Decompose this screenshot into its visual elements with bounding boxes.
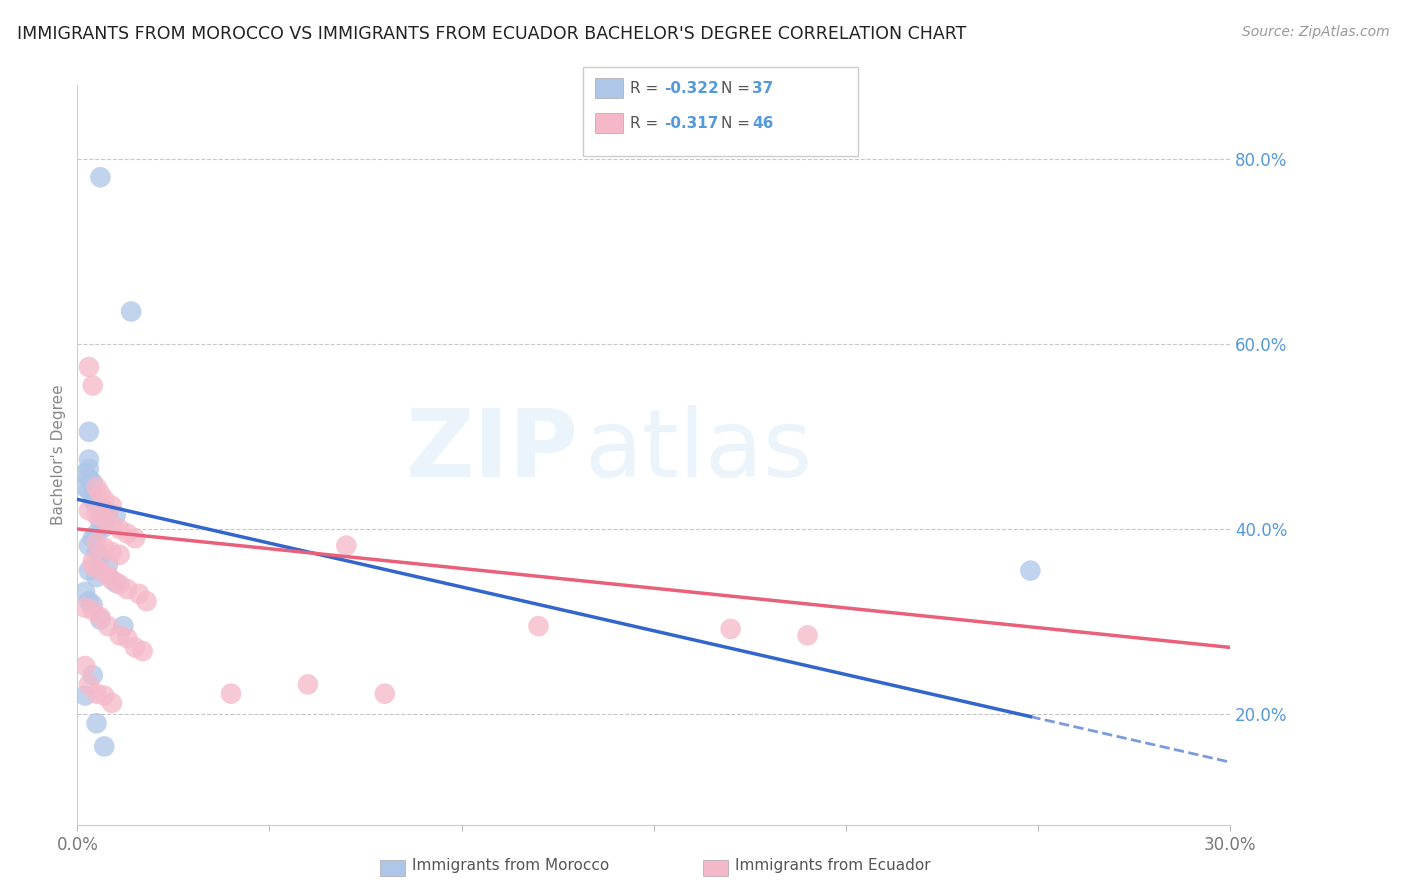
Point [82, 598, 104, 612]
Text: N =: N = [721, 116, 755, 130]
Text: N =: N = [721, 81, 755, 95]
Text: Source: ZipAtlas.com: Source: ZipAtlas.com [1241, 25, 1389, 39]
Point [77, 539, 100, 553]
Point [97, 557, 120, 571]
Point [77, 359, 100, 374]
Text: Immigrants from Ecuador: Immigrants from Ecuador [735, 858, 931, 872]
Point [82, 378, 104, 392]
Point [374, 687, 396, 701]
Point [128, 587, 150, 601]
Text: atlas: atlas [585, 405, 813, 497]
Point [86, 545, 108, 559]
Point [93, 739, 115, 754]
Point [108, 522, 131, 536]
Point [82, 475, 104, 490]
Point [101, 517, 124, 532]
Text: R =: R = [630, 116, 664, 130]
Point [97, 505, 120, 519]
Point [104, 508, 127, 522]
Point [82, 558, 104, 574]
Point [86, 526, 108, 541]
Point [77, 594, 100, 608]
Point [77, 425, 100, 439]
Point [77, 677, 100, 691]
Point [117, 631, 139, 645]
Point [796, 628, 818, 642]
Point [82, 603, 104, 617]
Point [73, 585, 96, 599]
Point [89, 610, 111, 624]
Point [86, 716, 108, 731]
Point [1019, 564, 1042, 578]
Point [82, 531, 104, 545]
Point [101, 545, 124, 559]
Point [112, 619, 135, 633]
Point [77, 462, 100, 476]
Point [120, 304, 142, 318]
Point [82, 487, 104, 501]
Point [135, 594, 157, 608]
Point [86, 536, 108, 550]
Text: Immigrants from Morocco: Immigrants from Morocco [412, 858, 609, 872]
Point [131, 644, 153, 658]
Point [335, 539, 357, 553]
Point [297, 677, 319, 691]
Point [97, 619, 120, 633]
Point [89, 564, 111, 578]
Point [77, 452, 100, 467]
Point [86, 570, 108, 584]
Point [89, 170, 111, 185]
Point [77, 483, 100, 497]
Point [77, 503, 100, 517]
Point [97, 568, 120, 582]
Point [108, 628, 131, 642]
Point [73, 600, 96, 615]
Point [108, 548, 131, 562]
Point [101, 573, 124, 587]
Text: R =: R = [630, 81, 664, 95]
Point [82, 668, 104, 682]
Point [117, 582, 139, 596]
Point [104, 575, 127, 590]
Point [89, 515, 111, 529]
Text: ZIP: ZIP [406, 405, 579, 497]
Text: -0.317: -0.317 [664, 116, 718, 130]
Text: 37: 37 [752, 81, 773, 95]
Point [82, 492, 104, 507]
Point [93, 513, 115, 527]
Point [86, 480, 108, 494]
Point [93, 520, 115, 534]
Y-axis label: Bachelor's Degree: Bachelor's Degree [51, 384, 66, 525]
Text: -0.322: -0.322 [664, 81, 718, 95]
Text: 46: 46 [752, 116, 773, 130]
Point [93, 689, 115, 703]
Point [86, 687, 108, 701]
Point [124, 640, 146, 655]
Point [77, 471, 100, 485]
Point [101, 696, 124, 710]
Point [86, 499, 108, 513]
Point [527, 619, 550, 633]
Point [89, 487, 111, 501]
Point [89, 613, 111, 627]
Text: IMMIGRANTS FROM MOROCCO VS IMMIGRANTS FROM ECUADOR BACHELOR'S DEGREE CORRELATION: IMMIGRANTS FROM MOROCCO VS IMMIGRANTS FR… [17, 25, 966, 43]
Point [219, 687, 242, 701]
Point [86, 508, 108, 522]
Point [124, 531, 146, 545]
Point [108, 577, 131, 591]
Point [73, 480, 96, 494]
Point [117, 526, 139, 541]
Point [720, 622, 742, 636]
Point [77, 564, 100, 578]
Point [101, 499, 124, 513]
Point [93, 503, 115, 517]
Point [73, 659, 96, 673]
Point [93, 541, 115, 555]
Point [93, 492, 115, 507]
Point [73, 689, 96, 703]
Point [82, 554, 104, 568]
Point [89, 549, 111, 564]
Point [73, 467, 96, 481]
